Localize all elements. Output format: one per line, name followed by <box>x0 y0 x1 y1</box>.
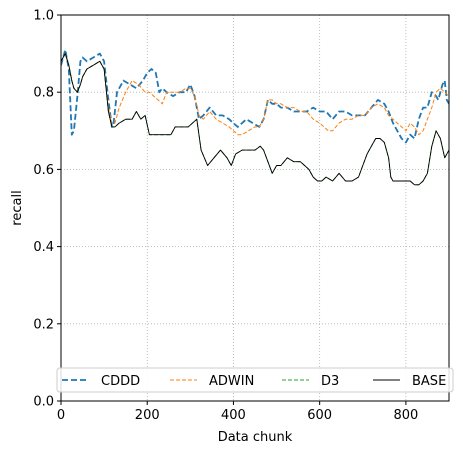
x-tick-label: 200 <box>135 408 160 423</box>
y-tick-label: 0.4 <box>33 240 54 255</box>
legend-label-base: BASE <box>412 374 446 389</box>
plot-frame <box>60 14 450 402</box>
y-tick-label: 0.6 <box>33 163 54 178</box>
axis-ticks: 0 200 400 600 800 0.0 0.2 0.4 0.6 0.8 1.0 <box>33 9 418 424</box>
x-tick-label: 800 <box>393 408 418 423</box>
y-axis-label: recall <box>10 190 25 225</box>
legend-box <box>56 367 454 393</box>
legend: CDDD ADWIN D3 BASE <box>56 367 454 393</box>
x-tick-label: 600 <box>307 408 332 423</box>
legend-label-cddd: CDDD <box>101 374 140 389</box>
series-line-base <box>61 53 449 186</box>
x-tick-label: 400 <box>221 408 246 423</box>
legend-label-d3: D3 <box>321 374 339 389</box>
x-axis-label: Data chunk <box>218 430 293 445</box>
y-tick-label: 0.2 <box>33 317 54 332</box>
series-lines <box>61 48 449 186</box>
legend-label-adwin: ADWIN <box>209 374 254 389</box>
x-tick-label: 0 <box>57 408 65 423</box>
y-tick-label: 1.0 <box>33 9 54 24</box>
series-line-cddd <box>61 48 449 144</box>
y-tick-label: 0.0 <box>33 395 54 410</box>
y-tick-label: 0.8 <box>33 86 54 101</box>
series-line-adwin <box>61 53 449 136</box>
